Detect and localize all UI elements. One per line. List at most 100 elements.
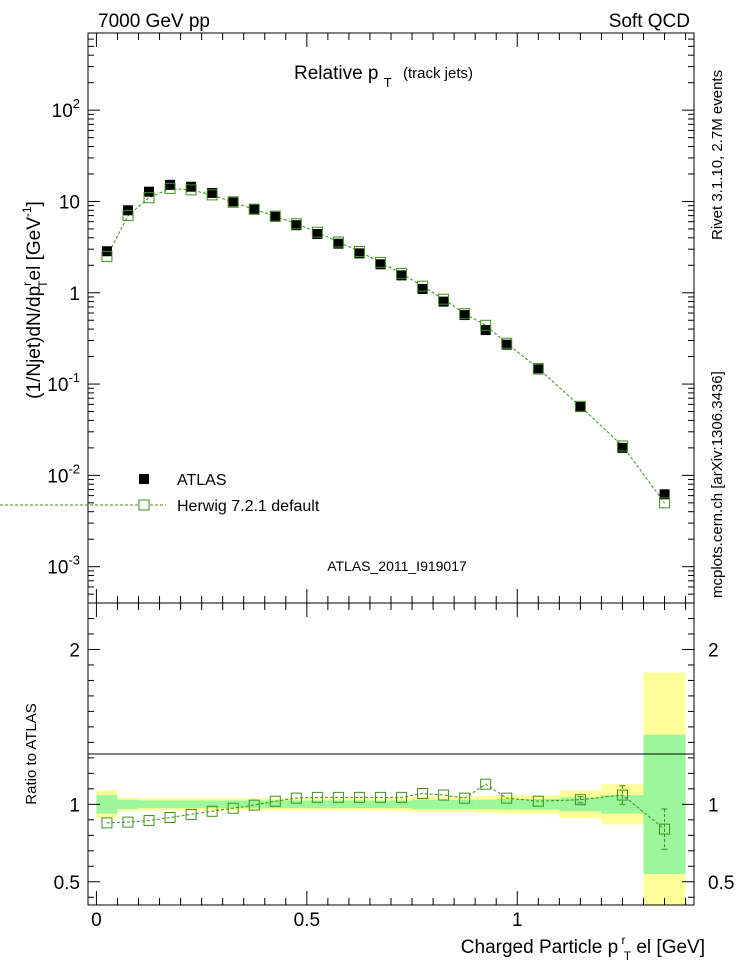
atlas-point bbox=[417, 283, 428, 294]
mc-series-line bbox=[106, 187, 665, 504]
atlas-point bbox=[501, 339, 512, 350]
atlas-point bbox=[144, 186, 155, 197]
ratio-uncertainty-bands bbox=[96, 672, 686, 905]
mc-point bbox=[396, 267, 408, 279]
legend: ATLAS Herwig 7.2.1 default bbox=[0, 472, 320, 515]
mc-point bbox=[438, 293, 450, 305]
main-title-text: Relative p bbox=[294, 63, 379, 84]
ratio-band-inner bbox=[643, 734, 686, 875]
ratio-y-tick-label-left: 1 bbox=[69, 795, 80, 816]
ratio-point bbox=[122, 816, 134, 828]
main-y-tick-label: 10-3 bbox=[47, 553, 80, 579]
ratio-band-inner bbox=[517, 798, 560, 810]
ratio-band-inner bbox=[285, 800, 307, 809]
mc-point bbox=[206, 189, 218, 201]
ratio-point bbox=[459, 792, 471, 804]
x-axis-label-sup: r bbox=[621, 933, 625, 947]
main-y-tick-label: 1 bbox=[69, 284, 80, 305]
ratio-band-inner bbox=[369, 800, 391, 809]
main-title: Relative p T (track jets) bbox=[294, 63, 473, 92]
ratio-band-inner bbox=[327, 800, 349, 809]
ratio-band-inner bbox=[201, 800, 223, 809]
mc-point bbox=[501, 337, 513, 349]
ratio-band-inner bbox=[264, 800, 286, 809]
ratio-y-tick-label-right: 0.5 bbox=[708, 873, 734, 894]
ratio-axis-ticks: 0 0.5 1 0.5 0.5 1 1 2 2 bbox=[54, 603, 734, 931]
atlas-point bbox=[165, 179, 176, 190]
ratio-band-inner bbox=[159, 800, 181, 809]
ratio-point bbox=[206, 805, 218, 817]
ratio-point bbox=[227, 802, 239, 814]
mc-point bbox=[417, 280, 429, 292]
x-tick-label: 1 bbox=[512, 910, 523, 931]
atlas-point bbox=[333, 238, 344, 249]
main-data-marks bbox=[101, 179, 671, 509]
atlas-point bbox=[659, 489, 670, 500]
mc-point bbox=[574, 400, 586, 412]
mc-point bbox=[480, 319, 492, 331]
main-y-tick-label: 10-2 bbox=[47, 461, 80, 487]
main-title-sub: T bbox=[384, 75, 392, 90]
ratio-point bbox=[532, 795, 544, 807]
atlas-point bbox=[291, 220, 302, 231]
mc-point bbox=[101, 250, 113, 262]
mc-point bbox=[122, 210, 134, 222]
ratio-point bbox=[501, 792, 513, 804]
atlas-point bbox=[312, 229, 323, 240]
x-axis-label-sub: T bbox=[624, 949, 632, 963]
x-tick-label: 0 bbox=[91, 910, 102, 931]
mc-point bbox=[227, 196, 239, 208]
ratio-band-inner bbox=[96, 795, 118, 814]
ratio-data-marks bbox=[101, 778, 671, 850]
ratio-point bbox=[574, 794, 586, 806]
header-right: Soft QCD bbox=[609, 11, 690, 32]
ratio-point bbox=[185, 808, 197, 820]
ratio-point bbox=[659, 823, 671, 835]
ratio-band-inner bbox=[180, 800, 202, 809]
ratio-point bbox=[374, 791, 386, 803]
main-axis-ticks: 10-3 10-2 10-1 1 10 102 bbox=[47, 32, 694, 604]
mc-point bbox=[311, 226, 323, 238]
ratio-band-inner bbox=[391, 800, 413, 809]
mc-point bbox=[353, 246, 365, 258]
mc-point bbox=[269, 210, 281, 222]
mc-point bbox=[185, 184, 197, 196]
ratio-band-inner bbox=[454, 799, 476, 809]
ratio-band-inner bbox=[412, 799, 434, 809]
legend-herwig-label: Herwig 7.2.1 default bbox=[177, 498, 320, 515]
atlas-point bbox=[459, 310, 470, 321]
mc-point bbox=[248, 203, 260, 215]
mc-point bbox=[374, 256, 386, 268]
atlas-point bbox=[270, 211, 281, 222]
ratio-y-axis-label: Ratio to ATLAS bbox=[23, 703, 40, 804]
mc-point bbox=[290, 218, 302, 230]
ratio-point bbox=[101, 817, 113, 829]
legend-atlas-label: ATLAS bbox=[177, 472, 227, 489]
atlas-point bbox=[354, 248, 365, 259]
mc-point bbox=[164, 182, 176, 194]
ratio-band-inner bbox=[222, 800, 244, 809]
ratio-y-tick-label-left: 2 bbox=[69, 640, 80, 661]
header-left: 7000 GeV pp bbox=[98, 11, 210, 32]
mc-point bbox=[616, 440, 628, 452]
ratio-point bbox=[438, 789, 450, 801]
ratio-point bbox=[248, 799, 260, 811]
atlas-point bbox=[617, 442, 628, 453]
ratio-point bbox=[311, 791, 323, 803]
main-y-tick-label: 10-1 bbox=[47, 370, 80, 396]
mc-point bbox=[143, 192, 155, 204]
legend-atlas-marker bbox=[139, 474, 149, 484]
atlas-point bbox=[438, 296, 449, 307]
ratio-point bbox=[164, 811, 176, 823]
main-y-tick-label: 102 bbox=[52, 96, 80, 122]
main-title-suffix: (track jets) bbox=[403, 65, 473, 82]
ratio-point bbox=[396, 791, 408, 803]
ratio-point bbox=[417, 787, 429, 799]
main-y-tick-label: 10 bbox=[59, 192, 80, 213]
ratio-band-inner bbox=[496, 798, 518, 810]
x-axis-label-suffix: el [GeV] bbox=[636, 937, 705, 958]
ratio-point bbox=[353, 791, 365, 803]
atlas-point bbox=[575, 402, 586, 413]
ratio-point bbox=[143, 815, 155, 827]
